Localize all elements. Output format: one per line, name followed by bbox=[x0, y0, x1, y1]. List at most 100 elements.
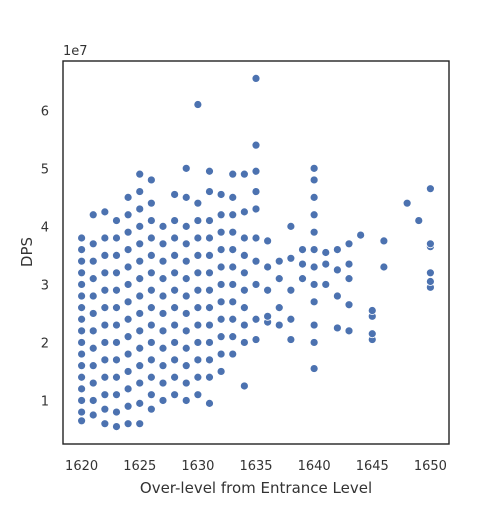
data-point bbox=[181, 343, 191, 353]
data-point bbox=[135, 221, 145, 231]
data-point bbox=[170, 285, 180, 295]
data-point bbox=[88, 378, 98, 388]
data-point bbox=[146, 251, 156, 260]
data-point bbox=[135, 309, 145, 318]
data-point bbox=[193, 216, 203, 225]
data-point bbox=[402, 198, 412, 208]
data-point bbox=[146, 268, 156, 278]
points-layer bbox=[77, 74, 435, 431]
data-point bbox=[146, 198, 156, 208]
data-point bbox=[170, 338, 180, 347]
data-point bbox=[216, 280, 226, 289]
data-point bbox=[170, 268, 180, 278]
data-point bbox=[146, 404, 156, 414]
y-tick-label: 3 bbox=[41, 278, 49, 293]
data-point bbox=[77, 268, 87, 278]
data-point bbox=[251, 335, 261, 344]
data-point bbox=[170, 355, 180, 365]
data-point bbox=[205, 355, 214, 365]
data-point bbox=[123, 384, 133, 394]
data-point bbox=[263, 311, 273, 321]
data-point bbox=[158, 239, 168, 249]
data-point bbox=[146, 372, 156, 382]
data-point bbox=[77, 384, 87, 394]
data-point bbox=[205, 372, 214, 382]
data-point bbox=[181, 361, 191, 371]
data-point bbox=[216, 245, 226, 254]
data-point bbox=[77, 280, 87, 289]
data-point bbox=[251, 187, 261, 196]
data-point bbox=[88, 239, 98, 249]
data-point bbox=[158, 221, 168, 231]
data-point bbox=[263, 285, 273, 295]
data-point bbox=[181, 291, 191, 301]
data-point bbox=[158, 274, 168, 284]
data-point bbox=[100, 338, 110, 347]
data-point bbox=[193, 233, 203, 243]
x-tick-label: 1635 bbox=[239, 459, 272, 474]
data-point bbox=[251, 74, 261, 83]
data-point bbox=[309, 320, 319, 330]
data-point bbox=[228, 332, 238, 342]
data-point bbox=[100, 404, 110, 414]
data-point bbox=[274, 256, 284, 266]
data-point bbox=[286, 253, 296, 263]
data-point bbox=[158, 343, 168, 353]
data-point bbox=[123, 245, 133, 254]
data-point bbox=[135, 291, 145, 301]
data-point bbox=[112, 422, 121, 431]
data-point bbox=[123, 192, 133, 202]
data-point bbox=[77, 396, 87, 405]
data-point bbox=[100, 233, 110, 243]
data-point bbox=[158, 361, 168, 371]
data-point bbox=[414, 216, 424, 225]
data-point bbox=[251, 280, 261, 289]
data-point bbox=[251, 314, 261, 324]
data-point bbox=[77, 303, 87, 313]
data-point bbox=[112, 407, 121, 417]
data-point bbox=[228, 314, 238, 324]
y-offset-label: 1e7 bbox=[63, 44, 88, 59]
data-point bbox=[135, 204, 145, 214]
data-point bbox=[112, 285, 121, 295]
data-point bbox=[100, 320, 110, 330]
data-point bbox=[239, 207, 249, 217]
data-point bbox=[193, 285, 203, 295]
data-point bbox=[112, 268, 121, 278]
data-point bbox=[112, 251, 121, 260]
data-point bbox=[193, 372, 203, 382]
y-axis-label: DPS bbox=[18, 237, 36, 267]
data-point bbox=[228, 210, 238, 220]
data-point bbox=[205, 285, 214, 295]
data-point bbox=[181, 378, 191, 388]
data-point bbox=[239, 169, 249, 179]
data-point bbox=[251, 204, 261, 214]
data-point bbox=[181, 192, 191, 202]
x-tick-label: 1620 bbox=[65, 459, 98, 474]
data-point bbox=[123, 332, 133, 342]
data-point bbox=[228, 245, 238, 254]
data-point bbox=[216, 210, 226, 220]
data-point bbox=[146, 390, 156, 400]
data-point bbox=[263, 262, 273, 272]
data-point bbox=[100, 268, 110, 278]
x-tick-label: 1645 bbox=[356, 459, 389, 474]
data-point bbox=[228, 192, 238, 202]
data-point bbox=[88, 309, 98, 318]
data-point bbox=[228, 297, 238, 307]
y-tick-label: 5 bbox=[41, 162, 49, 177]
data-point bbox=[216, 297, 226, 307]
data-point bbox=[77, 314, 87, 324]
x-tick-label: 1640 bbox=[298, 459, 331, 474]
data-point bbox=[135, 419, 145, 429]
data-point bbox=[123, 227, 133, 237]
data-point bbox=[88, 256, 98, 266]
data-point bbox=[274, 274, 284, 284]
data-point bbox=[205, 166, 214, 176]
data-point bbox=[216, 349, 226, 359]
data-point bbox=[425, 239, 435, 249]
data-point bbox=[239, 338, 249, 347]
data-point bbox=[193, 355, 203, 365]
data-point bbox=[158, 291, 168, 301]
